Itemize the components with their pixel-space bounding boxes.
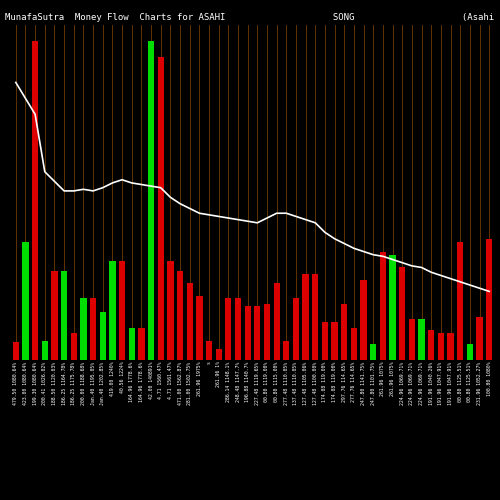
Bar xyxy=(264,304,270,360)
Bar xyxy=(22,242,28,360)
Bar xyxy=(418,318,424,360)
Text: MunafaSutra  Money Flow  Charts for ASAHI                    SONG               : MunafaSutra Money Flow Charts for ASAHI … xyxy=(5,12,500,22)
Bar xyxy=(12,342,19,360)
Bar xyxy=(148,41,154,360)
Bar xyxy=(254,306,260,360)
Bar xyxy=(351,328,357,360)
Bar xyxy=(196,296,202,360)
Bar xyxy=(370,344,376,360)
Bar xyxy=(100,312,106,360)
Bar xyxy=(235,298,241,360)
Bar xyxy=(158,57,164,360)
Bar xyxy=(476,317,482,360)
Bar xyxy=(70,333,77,360)
Bar xyxy=(225,298,232,360)
Bar xyxy=(119,261,125,360)
Bar xyxy=(312,274,318,360)
Bar xyxy=(293,298,299,360)
Bar xyxy=(52,270,58,360)
Bar xyxy=(80,298,86,360)
Bar xyxy=(302,274,309,360)
Bar xyxy=(283,341,290,360)
Bar xyxy=(216,349,222,360)
Bar xyxy=(466,344,473,360)
Bar xyxy=(167,261,173,360)
Bar xyxy=(409,318,415,360)
Bar xyxy=(399,268,406,360)
Bar xyxy=(206,341,212,360)
Bar xyxy=(244,306,251,360)
Bar xyxy=(177,270,183,360)
Bar xyxy=(457,242,464,360)
Bar xyxy=(110,261,116,360)
Bar xyxy=(448,333,454,360)
Bar xyxy=(380,252,386,360)
Bar xyxy=(390,254,396,360)
Bar xyxy=(486,239,492,360)
Bar xyxy=(360,280,366,360)
Bar xyxy=(186,284,193,360)
Bar xyxy=(42,341,48,360)
Bar xyxy=(61,270,67,360)
Bar xyxy=(138,328,144,360)
Bar xyxy=(32,41,38,360)
Bar xyxy=(90,298,96,360)
Bar xyxy=(428,330,434,360)
Bar xyxy=(322,322,328,360)
Bar xyxy=(438,333,444,360)
Bar xyxy=(332,322,338,360)
Bar xyxy=(128,328,135,360)
Bar xyxy=(341,304,347,360)
Bar xyxy=(274,284,280,360)
